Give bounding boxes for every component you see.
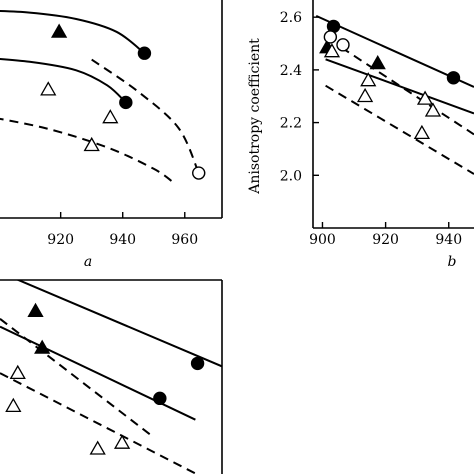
open-triangle-marker (89, 440, 106, 455)
open-triangle-marker (323, 43, 341, 58)
open-triangle-marker (83, 136, 100, 152)
filled-circle-marker (190, 356, 205, 371)
x-tick-label: 900 (309, 232, 336, 248)
y-tick-label: 2.6 (280, 10, 302, 26)
open-triangle-marker (113, 434, 131, 449)
filled-circle-marker (137, 46, 152, 60)
solid-fit-line (15, 280, 222, 368)
dashed-fit-line (325, 84, 474, 175)
open-triangle-marker (5, 397, 22, 413)
dashed-fit-line (91, 58, 200, 174)
open-triangle-marker (360, 72, 377, 87)
open-triangle-marker (40, 81, 57, 96)
y-tick-label: 2.2 (280, 116, 302, 132)
open-circle-marker (192, 166, 206, 180)
open-triangle-marker (356, 87, 374, 103)
solid-fit-line (325, 58, 474, 115)
open-triangle-marker (9, 364, 26, 380)
solid-fit-line (0, 57, 127, 104)
panel-c (0, 279, 223, 474)
plot-area (0, 10, 206, 183)
y-tick-label: 2.4 (280, 63, 302, 79)
x-tick-label: 920 (47, 232, 74, 248)
dashed-fit-line (0, 318, 152, 436)
open-triangle-marker (413, 124, 431, 140)
panel-label: b (448, 254, 457, 270)
panel-label: a (84, 254, 92, 270)
panel-a: 920 940 960 a (0, 0, 223, 270)
open-circle-marker (323, 30, 338, 44)
open-triangle-marker (424, 102, 442, 117)
panel-b: 900 920 940 2.0 2.2 2.4 2.6 Anisotropy coeffici… (247, 0, 474, 270)
plot-area (315, 14, 474, 175)
x-tick-label: 940 (109, 232, 136, 248)
y-tick-label: 2.0 (280, 168, 302, 184)
x-tick-label: 940 (435, 232, 462, 248)
filled-circle-marker (119, 95, 133, 110)
filled-triangle-marker (34, 339, 51, 354)
open-triangle-marker (416, 90, 434, 105)
dashed-fit-line (0, 372, 199, 474)
filled-triangle-marker (369, 54, 386, 70)
dashed-fit-line (340, 46, 474, 136)
plot-area (0, 280, 222, 474)
y-axis-label: Anisotropy coefficient (247, 38, 263, 195)
filled-triangle-marker (27, 302, 44, 317)
open-triangle-marker (102, 109, 119, 124)
open-circle-marker (336, 38, 350, 52)
x-tick-label: 960 (171, 232, 198, 248)
filled-circle-marker (153, 391, 167, 406)
solid-fit-line (0, 10, 146, 54)
filled-triangle-marker (50, 23, 68, 38)
x-tick-label: 920 (372, 232, 399, 248)
filled-circle-marker (446, 71, 461, 85)
